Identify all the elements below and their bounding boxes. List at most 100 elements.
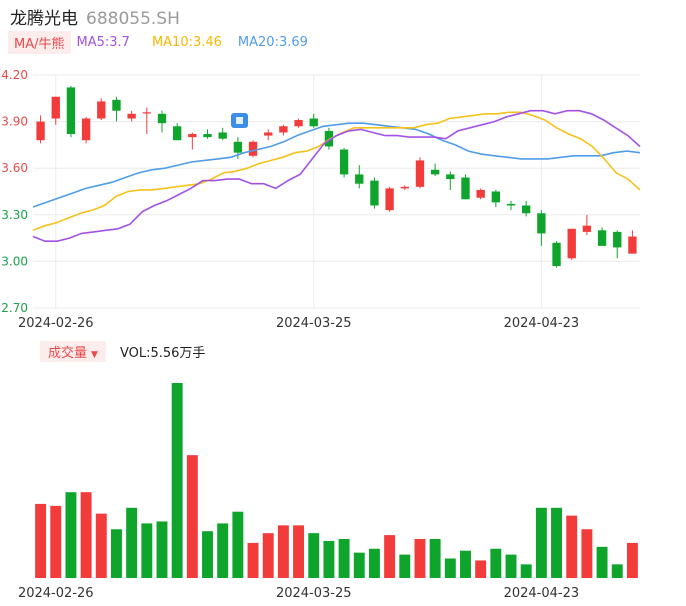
volume-bar	[277, 525, 289, 578]
volume-x-tick-label: 2024-04-23	[504, 586, 580, 601]
moving-average-lines	[32, 109, 641, 242]
ma5-legend: MA5:3.7	[76, 34, 130, 50]
volume-bar	[368, 548, 380, 578]
candle	[506, 200, 516, 211]
candle	[81, 116, 91, 144]
candle-body	[264, 132, 273, 136]
candle	[97, 98, 106, 121]
price-x-tick-label: 2024-04-23	[504, 316, 580, 331]
candle	[66, 85, 76, 138]
ma-legend: MA/牛熊 MA5:3.7 MA10:3.46 MA20:3.69	[8, 30, 308, 54]
candle	[446, 171, 455, 190]
ma5-line	[32, 109, 641, 242]
candle	[385, 186, 394, 212]
candle	[264, 129, 273, 141]
volume-value: VOL:5.56万手	[119, 345, 206, 361]
candle-body	[628, 236, 637, 254]
volume-selector-button[interactable]: 成交量 ▼	[40, 340, 106, 362]
stock-header: 龙腾光电 688055.SH	[10, 4, 180, 29]
candle-body	[142, 112, 151, 114]
price-y-axis: 4.20 3.90 3.60 3.30 3.00 2.70	[1, 68, 28, 315]
candle-body	[461, 177, 470, 200]
candle	[567, 228, 576, 260]
candle-body	[339, 149, 349, 175]
candle	[461, 174, 470, 200]
candle	[613, 230, 622, 259]
candle	[142, 107, 151, 135]
candle	[552, 241, 561, 268]
candle	[127, 110, 136, 122]
price-x-axis: 2024-02-26 2024-03-25 2024-04-23	[18, 316, 579, 331]
event-marker[interactable]	[231, 113, 248, 128]
candle-body	[506, 203, 516, 206]
volume-selector-label: 成交量	[48, 345, 88, 361]
candle	[324, 127, 334, 150]
volume-bar	[505, 554, 517, 578]
volume-bar	[308, 533, 320, 578]
volume-bar	[95, 513, 107, 578]
candle	[400, 185, 409, 190]
candle	[112, 96, 121, 122]
candle-body	[537, 213, 546, 234]
volume-bar	[535, 507, 547, 578]
volume-bar	[490, 548, 502, 578]
volume-bar	[353, 552, 365, 578]
candle-body	[51, 96, 60, 119]
event-marker-glyph	[236, 117, 243, 124]
price-grid	[33, 74, 640, 309]
volume-bar	[80, 492, 92, 578]
candle-body	[476, 189, 485, 198]
volume-bar	[293, 525, 305, 578]
candle-body	[613, 231, 622, 248]
price-y-tick-label: 3.00	[1, 254, 28, 268]
price-y-tick-label: 3.60	[1, 161, 28, 175]
volume-bar	[384, 535, 396, 578]
candle-body	[370, 180, 379, 206]
candle-body	[233, 141, 243, 153]
volume-bar	[323, 540, 335, 578]
volume-bar	[520, 564, 532, 578]
ma-toggle-button[interactable]: MA/牛熊	[8, 30, 71, 54]
volume-bar	[444, 558, 456, 578]
candle-body	[400, 186, 409, 189]
volume-bar	[202, 531, 213, 578]
candle	[537, 210, 546, 246]
ma20-line	[32, 122, 641, 208]
volume-bar	[596, 546, 608, 578]
candle-body	[522, 205, 531, 214]
candle-body	[355, 174, 364, 184]
candle-body	[294, 120, 303, 127]
stock-code: 688055.SH	[86, 9, 180, 29]
price-y-tick-label: 3.30	[1, 208, 28, 222]
candle	[36, 115, 45, 144]
candle	[628, 230, 637, 254]
candle	[279, 124, 288, 136]
volume-legend: 成交量 ▼ VOL:5.56万手	[40, 340, 206, 362]
ma10-legend: MA10:3.46	[151, 34, 222, 50]
volume-bar	[156, 521, 168, 578]
candle	[51, 96, 60, 125]
candle	[370, 177, 379, 209]
candlestick-series	[36, 85, 637, 268]
candle	[248, 140, 258, 158]
volume-bar	[35, 503, 47, 578]
candle-body	[415, 160, 425, 187]
volume-bar	[414, 539, 426, 578]
candle	[294, 118, 303, 128]
candle	[415, 157, 425, 189]
candle	[491, 189, 501, 208]
candle-body	[157, 113, 167, 124]
candle	[188, 132, 197, 150]
volume-bar	[626, 542, 638, 578]
candle-body	[188, 134, 197, 138]
candle	[218, 127, 227, 141]
candle-body	[97, 101, 106, 119]
candle	[172, 123, 182, 141]
candle	[430, 163, 440, 176]
candle	[309, 113, 318, 128]
candle	[355, 165, 364, 189]
candle	[203, 129, 212, 139]
volume-bar	[217, 523, 229, 578]
candle-body	[309, 118, 318, 127]
